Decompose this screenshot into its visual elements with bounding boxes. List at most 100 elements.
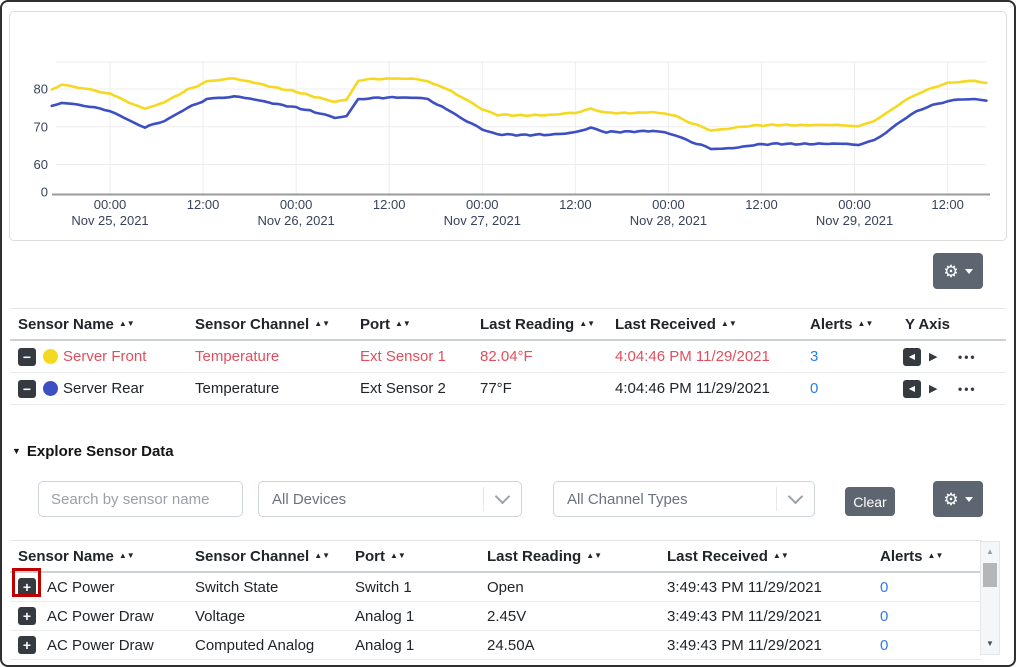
table-scrollbar[interactable]: ▲ ▼ bbox=[980, 541, 1000, 655]
last-reading: Open bbox=[487, 573, 524, 601]
col-alerts[interactable]: Alerts▲▼ bbox=[880, 541, 943, 571]
row-more-menu[interactable]: ••• bbox=[958, 382, 977, 396]
alerts-count-link[interactable]: 0 bbox=[880, 579, 888, 596]
sort-icons: ▲▼ bbox=[721, 320, 737, 328]
col-port[interactable]: Port▲▼ bbox=[355, 541, 406, 571]
scroll-down-arrow-icon[interactable]: ▼ bbox=[981, 640, 999, 648]
last-reading: 77°F bbox=[480, 373, 512, 404]
svg-text:Nov 25, 2021: Nov 25, 2021 bbox=[71, 213, 148, 228]
col-last-received[interactable]: Last Received▲▼ bbox=[615, 309, 737, 339]
sensor-channel: Temperature bbox=[195, 341, 279, 372]
section-caret-icon: ▼ bbox=[12, 447, 21, 456]
port: Ext Sensor 1 bbox=[360, 341, 446, 372]
caret-down-icon bbox=[965, 269, 973, 274]
device-filter-value: All Devices bbox=[272, 491, 346, 508]
alerts-count-link[interactable]: 0 bbox=[880, 608, 888, 625]
port: Ext Sensor 2 bbox=[360, 373, 446, 404]
row-more-menu[interactable]: ••• bbox=[958, 350, 977, 364]
sort-icons: ▲▼ bbox=[119, 552, 135, 560]
expand-row-button[interactable]: + bbox=[18, 636, 36, 654]
channel-type-filter-select[interactable]: All Channel Types bbox=[553, 481, 815, 517]
series-color-dot bbox=[43, 381, 58, 396]
table-header-row: Sensor Name▲▼ Sensor Channel▲▼ Port▲▼ La… bbox=[10, 540, 982, 573]
col-sensor-name[interactable]: Sensor Name▲▼ bbox=[18, 309, 135, 339]
chevron-zone bbox=[483, 487, 521, 511]
last-received: 3:49:43 PM 11/29/2021 bbox=[667, 573, 822, 601]
chevron-down-icon bbox=[495, 489, 511, 505]
y-axis-shift-right-button[interactable]: ▶ bbox=[929, 350, 937, 363]
channel-filter-value: All Channel Types bbox=[567, 491, 688, 508]
explore-settings-button[interactable]: ⚙ bbox=[933, 481, 983, 517]
y-axis-shift-left-button[interactable]: ◀ bbox=[903, 348, 921, 366]
sort-icons: ▲▼ bbox=[314, 320, 330, 328]
sort-icons: ▲▼ bbox=[119, 320, 135, 328]
sort-icons: ▲▼ bbox=[390, 552, 406, 560]
last-reading: 24.50A bbox=[487, 631, 535, 659]
table-header-row: Sensor Name▲▼ Sensor Channel▲▼ Port▲▼ La… bbox=[10, 308, 1006, 341]
sensor-history-chart[interactable]: 00:00Nov 25, 202112:0000:00Nov 26, 20211… bbox=[10, 12, 1004, 238]
clear-filters-button[interactable]: Clear bbox=[845, 487, 895, 516]
sensor-chart-card[interactable]: 00:00Nov 25, 202112:0000:00Nov 26, 20211… bbox=[9, 11, 1007, 241]
scroll-up-arrow-icon[interactable]: ▲ bbox=[981, 548, 999, 556]
table-row: + AC Power Switch State Switch 1 Open 3:… bbox=[10, 573, 982, 602]
sensor-name: AC Power Draw bbox=[47, 602, 154, 630]
y-axis-shift-right-button[interactable]: ▶ bbox=[929, 382, 937, 395]
col-last-received[interactable]: Last Received▲▼ bbox=[667, 541, 789, 571]
y-axis-shift-left-button[interactable]: ◀ bbox=[903, 380, 921, 398]
col-sensor-channel[interactable]: Sensor Channel▲▼ bbox=[195, 309, 330, 339]
col-sensor-name[interactable]: Sensor Name▲▼ bbox=[18, 541, 135, 571]
scrollbar-thumb[interactable] bbox=[983, 563, 997, 587]
dashboard: 00:00Nov 25, 202112:0000:00Nov 26, 20211… bbox=[0, 0, 1016, 667]
col-sensor-channel[interactable]: Sensor Channel▲▼ bbox=[195, 541, 330, 571]
col-y-axis: Y Axis bbox=[905, 309, 950, 339]
chevron-zone bbox=[776, 487, 814, 511]
series-color-dot bbox=[43, 349, 58, 364]
chevron-down-icon bbox=[788, 489, 804, 505]
col-last-reading[interactable]: Last Reading▲▼ bbox=[480, 309, 595, 339]
sensor-search-input[interactable] bbox=[38, 481, 243, 517]
alerts-count-link[interactable]: 3 bbox=[810, 348, 818, 365]
last-received: 4:04:46 PM 11/29/2021 bbox=[615, 373, 770, 404]
col-port[interactable]: Port▲▼ bbox=[360, 309, 411, 339]
port: Switch 1 bbox=[355, 573, 412, 601]
alerts-count-link[interactable]: 0 bbox=[880, 637, 888, 654]
collapse-row-button[interactable]: − bbox=[18, 348, 36, 366]
last-reading: 82.04°F bbox=[480, 341, 533, 372]
table-row: − Server Rear Temperature Ext Sensor 2 7… bbox=[10, 373, 1006, 405]
svg-text:00:00: 00:00 bbox=[280, 197, 313, 212]
svg-text:Nov 27, 2021: Nov 27, 2021 bbox=[444, 213, 521, 228]
section-title: Explore Sensor Data bbox=[27, 443, 174, 460]
svg-text:00:00: 00:00 bbox=[838, 197, 871, 212]
sensor-name: AC Power Draw bbox=[47, 631, 154, 659]
last-reading: 2.45V bbox=[487, 602, 526, 630]
svg-text:Nov 28, 2021: Nov 28, 2021 bbox=[630, 213, 707, 228]
svg-text:00:00: 00:00 bbox=[466, 197, 499, 212]
collapse-row-button[interactable]: − bbox=[18, 380, 36, 398]
svg-text:70: 70 bbox=[34, 119, 48, 134]
device-filter-select[interactable]: All Devices bbox=[258, 481, 522, 517]
sensor-channel: Switch State bbox=[195, 573, 278, 601]
sort-icons: ▲▼ bbox=[579, 320, 595, 328]
svg-text:12:00: 12:00 bbox=[187, 197, 220, 212]
svg-text:00:00: 00:00 bbox=[94, 197, 127, 212]
svg-text:12:00: 12:00 bbox=[745, 197, 778, 212]
last-received: 3:49:43 PM 11/29/2021 bbox=[667, 602, 822, 630]
svg-text:12:00: 12:00 bbox=[559, 197, 592, 212]
sensor-channel: Computed Analog bbox=[195, 631, 314, 659]
sensor-name: Server Front bbox=[63, 341, 146, 372]
expand-row-button[interactable]: + bbox=[18, 607, 36, 625]
sensor-name: Server Rear bbox=[63, 373, 144, 404]
alerts-count-link[interactable]: 0 bbox=[810, 380, 818, 397]
svg-text:Nov 29, 2021: Nov 29, 2021 bbox=[816, 213, 893, 228]
svg-text:12:00: 12:00 bbox=[373, 197, 406, 212]
last-received: 3:49:43 PM 11/29/2021 bbox=[667, 631, 822, 659]
sensor-channel: Temperature bbox=[195, 373, 279, 404]
caret-down-icon bbox=[965, 497, 973, 502]
expand-row-button[interactable]: + bbox=[18, 578, 36, 596]
sort-icons: ▲▼ bbox=[395, 320, 411, 328]
col-last-reading[interactable]: Last Reading▲▼ bbox=[487, 541, 602, 571]
col-alerts[interactable]: Alerts▲▼ bbox=[810, 309, 873, 339]
table-row: − Server Front Temperature Ext Sensor 1 … bbox=[10, 341, 1006, 373]
explore-section-toggle[interactable]: ▼ Explore Sensor Data bbox=[12, 443, 174, 460]
chart-settings-button[interactable]: ⚙ bbox=[933, 253, 983, 289]
